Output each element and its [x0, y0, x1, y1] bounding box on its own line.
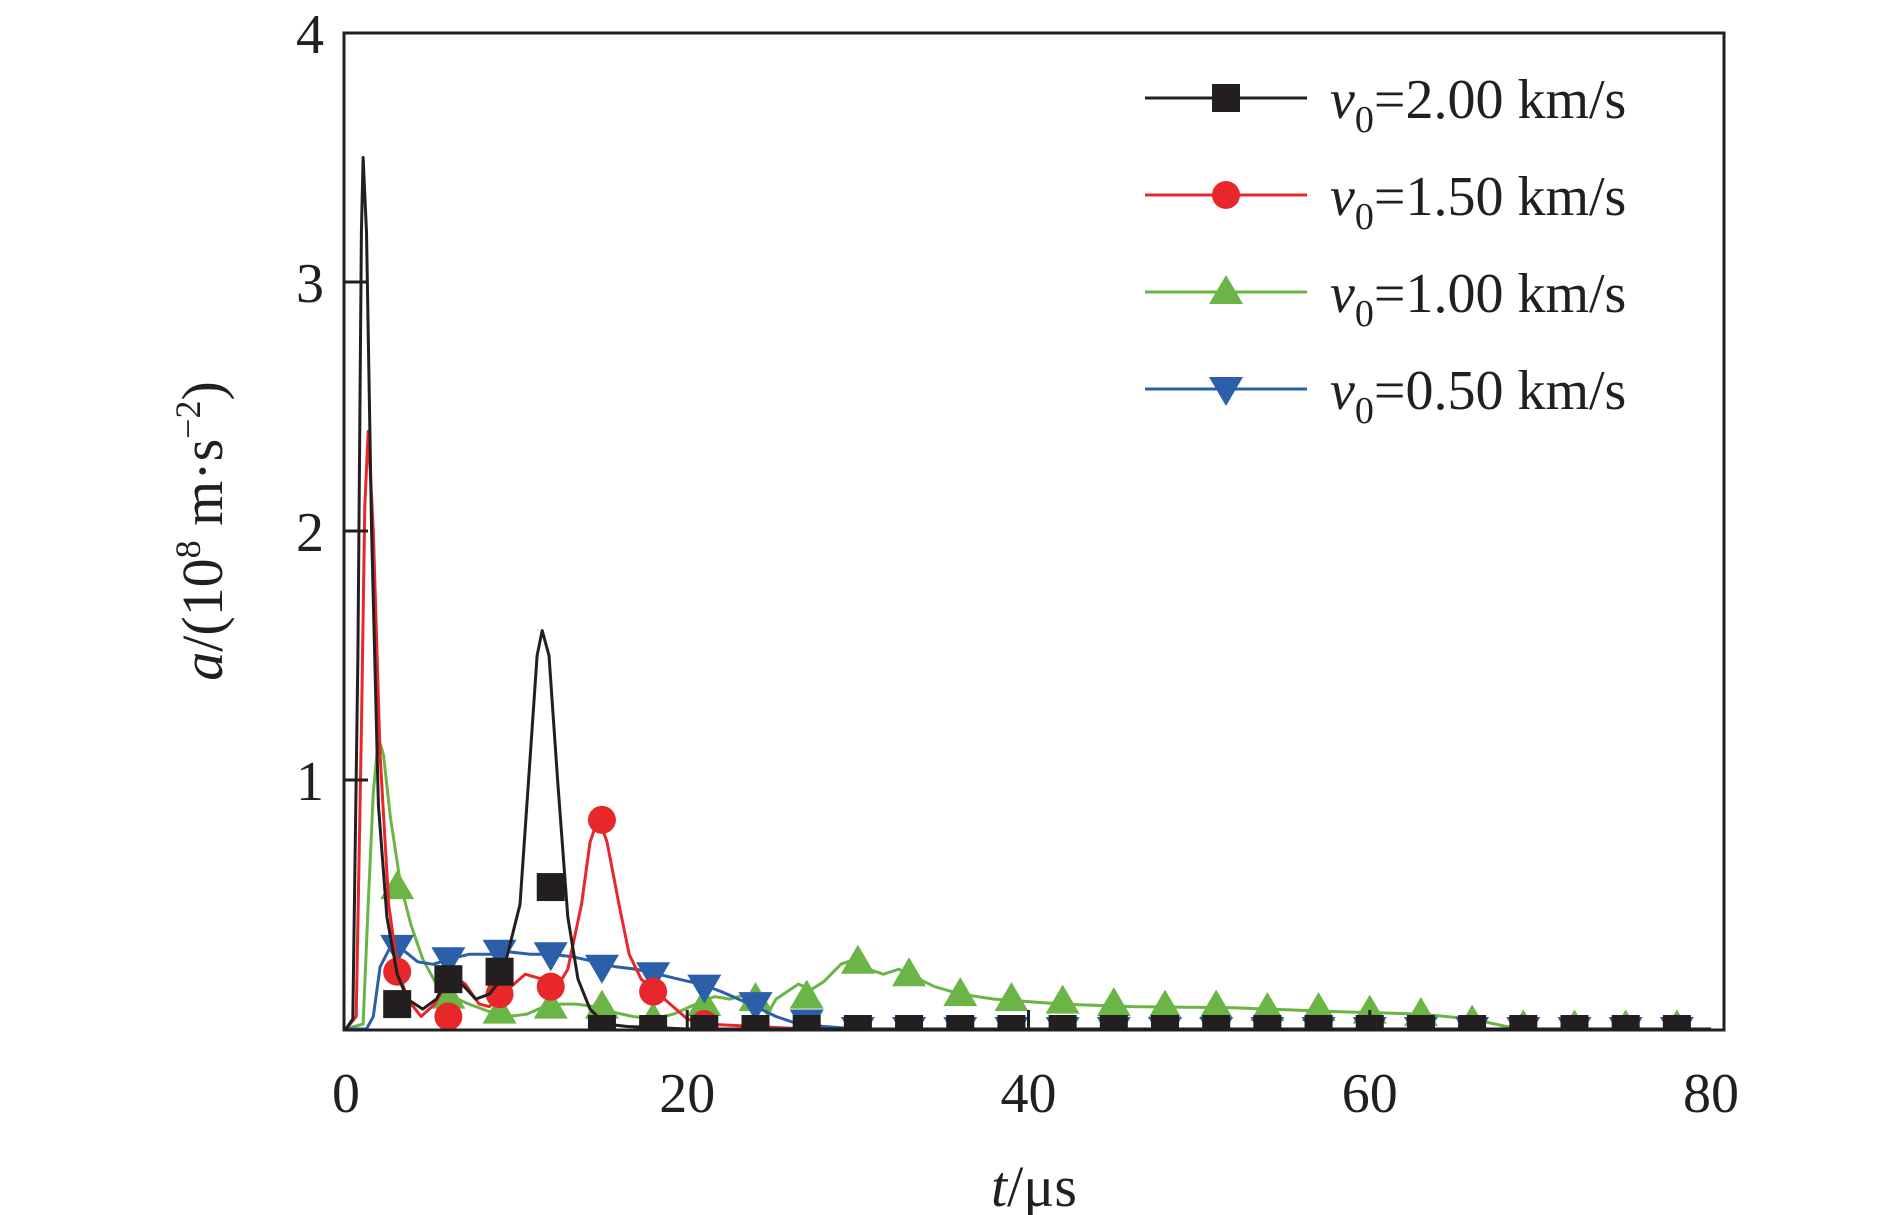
- legend-item: v0=0.50 km/s: [1145, 360, 1626, 432]
- data-point: [434, 1002, 463, 1030]
- data-point: [584, 989, 619, 1019]
- y-tick-label: 4: [296, 4, 324, 66]
- x-tick-label: 0: [332, 1063, 360, 1125]
- data-point: [482, 994, 517, 1024]
- data-point: [1301, 992, 1336, 1022]
- data-point: [383, 990, 412, 1019]
- data-point: [1148, 989, 1182, 1019]
- data-point: [533, 989, 568, 1019]
- data-point: [1662, 1015, 1691, 1030]
- series-line: [344, 156, 1711, 1030]
- data-point: [1202, 1015, 1231, 1030]
- data-point: [843, 1015, 872, 1030]
- data-point: [639, 1015, 668, 1030]
- data-point: [1096, 987, 1131, 1017]
- legend-label: v0=2.00 km/s: [1330, 69, 1626, 141]
- data-point: [1099, 1015, 1128, 1030]
- data-point: [380, 934, 415, 964]
- legend-marker: [1212, 181, 1240, 209]
- legend-label: v0=1.50 km/s: [1330, 166, 1626, 238]
- legend-marker: [1209, 377, 1243, 406]
- data-point: [636, 962, 671, 992]
- legend: v0=2.00 km/s v0=1.50 km/s v0=1.00 km/s v0=0…: [1145, 69, 1626, 432]
- data-point: [1406, 1015, 1435, 1030]
- y-tick-labels: 1 2 3 4: [296, 4, 324, 813]
- data-point: [536, 873, 565, 902]
- data-point: [485, 980, 514, 1009]
- data-point: [840, 944, 875, 974]
- legend-marker: [1209, 275, 1243, 304]
- legend-label: v0=0.50 km/s: [1330, 360, 1626, 432]
- data-point: [533, 942, 568, 972]
- y-axis-label: a/(108 m·s−2): [168, 381, 235, 681]
- data-point: [792, 1015, 821, 1030]
- data-point: [1253, 1015, 1282, 1030]
- data-point: [536, 972, 565, 1001]
- y-tick-label: 1: [296, 751, 324, 813]
- data-point: [584, 954, 619, 984]
- legend-item: v0=2.00 km/s: [1145, 69, 1626, 141]
- x-axis-label: t/μs: [991, 1154, 1077, 1215]
- legend-item: v0=1.00 km/s: [1145, 263, 1626, 335]
- data-point: [431, 979, 466, 1009]
- y-tick-label: 3: [296, 253, 324, 315]
- data-point: [639, 977, 668, 1006]
- y-tick-label: 2: [296, 502, 324, 564]
- legend-item: v0=1.50 km/s: [1145, 166, 1626, 238]
- data-point: [687, 974, 722, 1004]
- data-point: [1560, 1015, 1589, 1030]
- series-line: [345, 736, 1711, 1030]
- data-point: [895, 1015, 924, 1030]
- x-tick-label: 40: [1001, 1063, 1057, 1125]
- x-tick-labels: 0 20 40 60 80: [332, 1063, 1739, 1125]
- data-point: [587, 805, 616, 834]
- x-tick-label: 20: [659, 1063, 715, 1125]
- data-point: [1048, 1015, 1077, 1030]
- data-point: [587, 1015, 616, 1030]
- data-point: [690, 1015, 719, 1030]
- ticks-layer: [344, 280, 1372, 1030]
- data-point: [485, 957, 514, 986]
- data-point: [946, 1015, 975, 1030]
- x-tick-label: 80: [1683, 1063, 1739, 1125]
- series-line: [344, 429, 1711, 1030]
- legend-marker: [1212, 84, 1240, 112]
- series-1: [344, 156, 1711, 1030]
- data-point: [1304, 1015, 1333, 1030]
- x-tick-label: 60: [1342, 1063, 1398, 1125]
- data-point: [741, 1015, 770, 1030]
- data-point: [1509, 1015, 1538, 1030]
- legend-label: v0=1.00 km/s: [1330, 263, 1626, 335]
- data-point: [1611, 1015, 1640, 1030]
- data-point: [1250, 992, 1285, 1022]
- data-point: [738, 992, 773, 1022]
- data-point: [1199, 989, 1234, 1019]
- data-point: [789, 979, 824, 1009]
- data-point: [431, 947, 466, 977]
- data-point: [1151, 1015, 1179, 1030]
- data-point: [892, 957, 927, 987]
- series-layer: [344, 156, 1711, 1030]
- data-point: [997, 1015, 1026, 1030]
- data-point: [434, 965, 463, 994]
- data-point: [943, 977, 978, 1007]
- data-point: [1045, 984, 1080, 1014]
- data-point: [994, 982, 1029, 1012]
- data-point: [1458, 1015, 1487, 1030]
